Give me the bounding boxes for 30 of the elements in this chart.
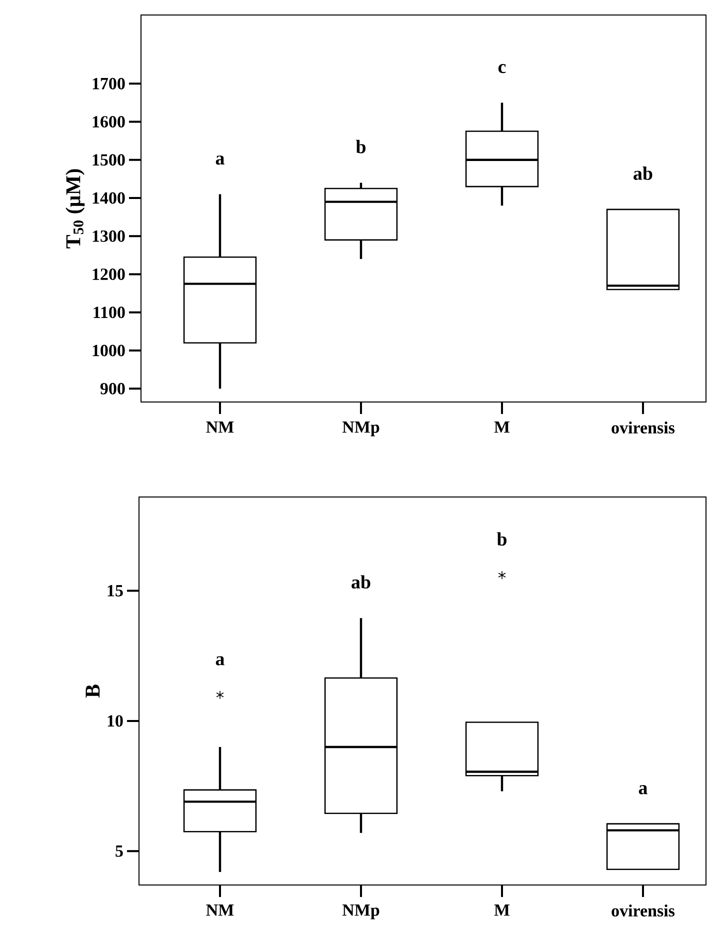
x-tick-label: NM — [206, 422, 234, 433]
y-axis-title: T$_{50}$ (µM) — [66, 169, 85, 248]
y-tick-label: 1500 — [92, 154, 125, 166]
y-tick-label: 5 — [116, 845, 123, 857]
annotation: a — [638, 785, 648, 794]
annotation: c — [498, 64, 506, 74]
y-tick-label: 1300 — [92, 230, 125, 242]
x-tick-label: ovirensis — [612, 904, 675, 916]
x-tick-label: M — [494, 904, 510, 916]
y-axis-title: B — [86, 684, 100, 698]
annotation: b — [496, 532, 507, 546]
y-tick-label: 10 — [108, 715, 123, 727]
x-tick-label: ovirensis — [612, 422, 675, 434]
y-tick-label: 1200 — [92, 268, 125, 280]
x-tick-label: NMp — [342, 422, 380, 436]
y-tick-label: 15 — [108, 585, 123, 596]
annotation: ab — [352, 575, 370, 589]
annotation: a — [216, 156, 224, 165]
y-tick-label: 1600 — [92, 116, 125, 128]
annotation: b — [356, 140, 366, 154]
x-tick-label: NM — [206, 904, 234, 916]
x-tick-label: M — [494, 422, 510, 433]
y-tick-label: 1000 — [92, 344, 125, 356]
x-tick-label: NMp — [342, 904, 380, 920]
y-tick-label: 1400 — [92, 192, 125, 204]
y-tick-label: 900 — [100, 382, 125, 394]
y-tick-label: 1100 — [94, 306, 125, 318]
annotation: ab — [634, 166, 652, 180]
y-tick-label: 1700 — [92, 78, 125, 90]
annotation: a — [216, 656, 224, 666]
